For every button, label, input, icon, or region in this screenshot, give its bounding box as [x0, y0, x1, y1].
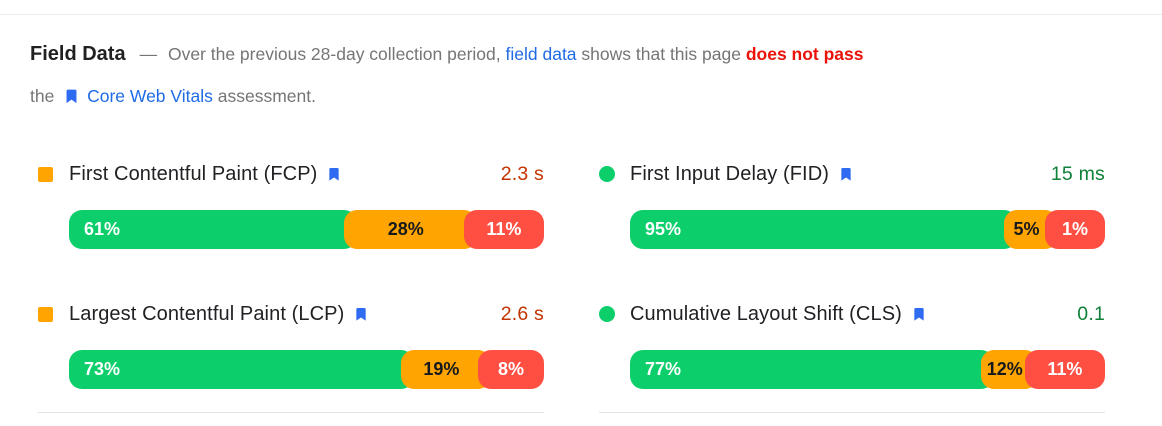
metric-header: Cumulative Layout Shift (CLS) 0.1: [599, 298, 1105, 330]
bar-segment-poor: 1%: [1045, 210, 1105, 249]
metric-label: First Input Delay (FID): [630, 162, 829, 185]
bookmark-icon: [838, 165, 854, 183]
field-data-link[interactable]: field data: [505, 44, 577, 64]
bar-segment-poor: 11%: [1024, 350, 1105, 389]
distribution-bar: 73% 19% 8%: [69, 350, 544, 389]
core-web-vitals-link[interactable]: Core Web Vitals: [87, 86, 213, 106]
bookmark-icon: [353, 305, 369, 323]
bookmark-icon: [911, 305, 927, 323]
bar-segment-poor: 8%: [478, 350, 544, 389]
metric-label: First Contentful Paint (FCP): [69, 162, 318, 185]
metric-card-cls: Cumulative Layout Shift (CLS) 0.1 77% 12…: [599, 249, 1105, 413]
section-title: Field Data: [30, 43, 126, 65]
metric-header: Largest Contentful Paint (LCP) 2.6 s: [38, 298, 544, 330]
bar-segment-needs-improvement: 28%: [343, 210, 477, 249]
metric-header: First Contentful Paint (FCP) 2.3 s: [38, 158, 544, 190]
bookmark-icon: [63, 78, 80, 120]
bar-segment-poor: 11%: [463, 210, 544, 249]
metric-card-fid: First Input Delay (FID) 15 ms 95% 5% 1%: [599, 134, 1105, 249]
metric-card-fcp: First Contentful Paint (FCP) 2.3 s 61% 2…: [38, 134, 544, 249]
fast-circle-icon: [599, 306, 615, 322]
metric-value: 15 ms: [1050, 162, 1105, 185]
bar-segment-needs-improvement: 19%: [400, 350, 491, 389]
metric-card-lcp: Largest Contentful Paint (LCP) 2.6 s 73%…: [38, 249, 544, 413]
bar-segment-good: 95%: [630, 210, 1017, 249]
summary-text-middle: shows that this page: [581, 44, 741, 64]
metric-value: 2.3 s: [500, 162, 544, 185]
bar-segment-good: 61%: [69, 210, 357, 249]
metric-value: 2.6 s: [500, 302, 544, 325]
field-metrics-grid: First Contentful Paint (FCP) 2.3 s 61% 2…: [38, 134, 1162, 413]
distribution-bar: 95% 5% 1%: [630, 210, 1105, 249]
bar-segment-good: 77%: [630, 350, 994, 389]
summary-text-the: the: [30, 86, 55, 106]
field-data-summary: Field Data — Over the previous 28-day col…: [30, 33, 1132, 120]
metric-header: First Input Delay (FID) 15 ms: [599, 158, 1105, 190]
metric-label: Cumulative Layout Shift (CLS): [630, 302, 902, 325]
summary-text-tail: assessment.: [217, 86, 316, 106]
average-square-icon: [38, 166, 53, 182]
section-top-divider: [0, 14, 1162, 15]
fast-circle-icon: [599, 166, 615, 182]
bookmark-icon: [326, 165, 342, 183]
bar-segment-good: 73%: [69, 350, 414, 389]
distribution-bar: 77% 12% 11%: [630, 350, 1105, 389]
metric-label: Largest Contentful Paint (LCP): [69, 302, 345, 325]
average-square-icon: [38, 306, 53, 322]
metric-value: 0.1: [1077, 302, 1105, 325]
dash-separator: —: [139, 44, 158, 64]
assessment-result-text: does not pass: [745, 44, 864, 64]
distribution-bar: 61% 28% 11%: [69, 210, 544, 249]
summary-text-lead: Over the previous 28-day collection peri…: [167, 44, 501, 64]
